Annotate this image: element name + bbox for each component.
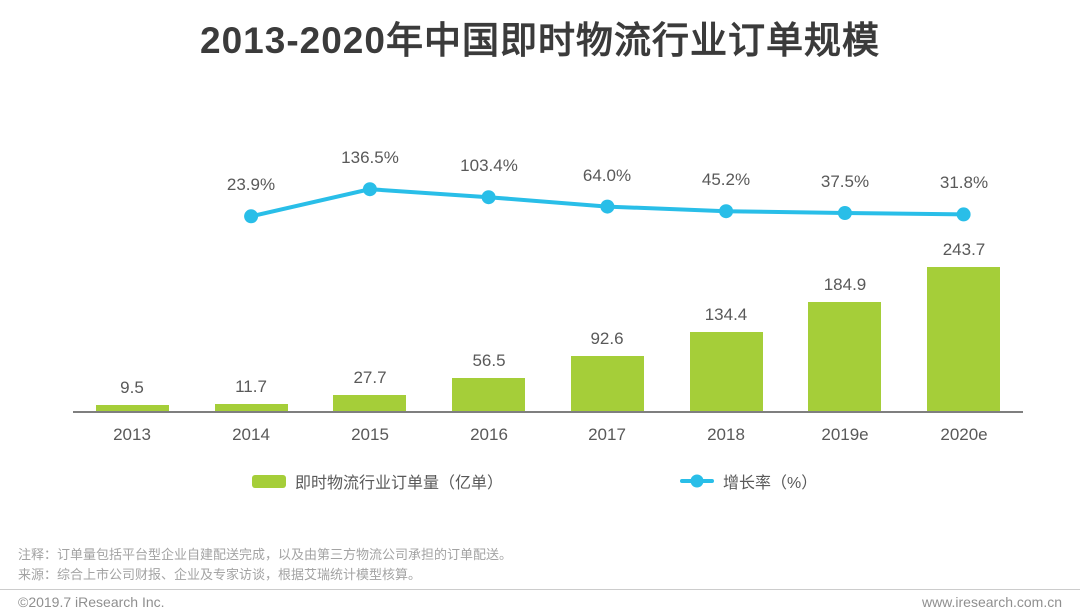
growth-value-label: 37.5% (820, 172, 870, 191)
bar-2018 (690, 332, 763, 411)
footer-divider (0, 589, 1080, 590)
website-text: www.iresearch.com.cn (921, 594, 1062, 610)
chart-title: 2013-2020年中国即时物流行业订单规模 (200, 20, 880, 61)
growth-value-label: 103.4% (460, 156, 518, 175)
x-axis-label: 2015 (351, 425, 389, 444)
legend-item-order-volume: 即时物流行业订单量（亿单） (252, 468, 503, 494)
legend-label-order-volume: 即时物流行业订单量（亿单） (295, 475, 504, 492)
growth-value-label: 136.5% (341, 148, 399, 167)
x-axis-line (73, 411, 1023, 413)
copyright-text: ©2019.7 iResearch Inc. (18, 594, 165, 610)
line-point-marker (600, 199, 615, 214)
bar-value-label: 9.5 (120, 378, 144, 397)
bar-2015 (333, 395, 406, 411)
bar-value-label: 243.7 (942, 240, 986, 259)
line-point-marker (244, 209, 259, 224)
x-axis-label: 2013 (113, 425, 151, 444)
legend: 即时物流行业订单量（亿单） 增长率（%） (0, 468, 1080, 494)
note-line: 注释：订单量包括平台型企业自建配送完成，以及由第三方物流公司承担的订单配送。 (18, 547, 513, 562)
growth-value-label: 23.9% (226, 175, 276, 194)
line-point-marker (362, 182, 377, 197)
line-point-marker (481, 190, 496, 205)
line-legend-marker-icon (680, 474, 714, 488)
bar-value-label: 92.6 (590, 329, 624, 348)
legend-item-growth-rate: 增长率（%） (680, 468, 817, 494)
growth-value-label: 45.2% (701, 170, 751, 189)
bar-value-label: 27.7 (353, 368, 387, 387)
footer-bar: ©2019.7 iResearch Inc. www.iresearch.com… (0, 594, 1080, 610)
x-axis-label: 2019e (821, 425, 869, 444)
x-axis-label: 2018 (707, 425, 745, 444)
bar-2013 (96, 405, 169, 411)
line-point-marker (837, 206, 852, 220)
growth-rate-line (250, 187, 964, 219)
bar-legend-swatch-icon (252, 474, 286, 488)
bar-value-label: 184.9 (823, 275, 867, 294)
x-axis-label: 2016 (470, 425, 508, 444)
footnotes: 注释：订单量包括平台型企业自建配送完成，以及由第三方物流公司承担的订单配送。 来… (18, 545, 512, 585)
x-axis-label: 2014 (232, 425, 270, 444)
source-line: 来源：综合上市公司财报、企业及专家访谈，根据艾瑞统计模型核算。 (18, 567, 422, 582)
bar-2017 (571, 356, 644, 411)
bar-value-label: 134.4 (704, 305, 748, 324)
bar-2019e (808, 302, 881, 411)
legend-label-growth-rate: 增长率（%） (723, 475, 818, 492)
x-axis-label: 2017 (588, 425, 626, 444)
bar-2020e (927, 267, 1000, 411)
growth-value-label: 64.0% (582, 166, 632, 185)
line-point-marker (719, 204, 734, 219)
bar-value-label: 11.7 (235, 377, 267, 396)
growth-value-label: 31.8% (939, 173, 989, 192)
bar-value-label: 56.5 (472, 351, 506, 370)
bar-2014 (215, 404, 288, 411)
line-point-marker (956, 207, 971, 222)
line-legend-dot-icon (690, 474, 704, 488)
x-axis-label: 2020e (940, 425, 988, 444)
bar-2016 (452, 378, 525, 411)
